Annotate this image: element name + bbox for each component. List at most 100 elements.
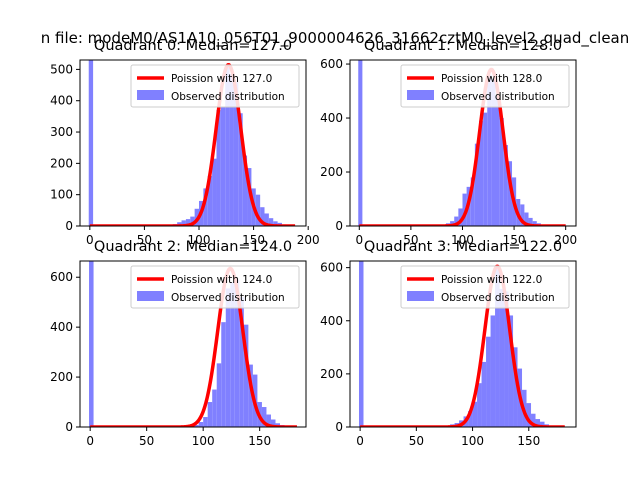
histogram-bar	[203, 417, 208, 427]
y-tick-label: 500	[50, 62, 73, 76]
histogram-bar	[503, 145, 508, 226]
x-tick-label: 150	[517, 434, 540, 448]
histogram-bar	[487, 74, 492, 226]
histogram-bar	[207, 402, 213, 427]
poisson-curve	[358, 264, 566, 427]
histogram-bar	[478, 120, 484, 226]
y-tick-label: 400	[320, 314, 343, 328]
histogram-bar	[508, 315, 514, 427]
legend-box	[130, 64, 300, 108]
x-tick-label: 100	[192, 434, 215, 448]
histogram-bar	[535, 419, 541, 427]
histogram-bar	[450, 221, 455, 226]
histogram-bar	[239, 297, 244, 427]
x-tick-label: 50	[403, 233, 418, 247]
legend-label: Observed distribution	[441, 91, 555, 103]
x-tick-label: 200	[297, 233, 320, 247]
axes-frame	[349, 59, 577, 227]
histogram-bar	[264, 213, 269, 226]
histogram-bar	[531, 413, 536, 427]
histogram-bar	[225, 66, 230, 226]
legend-bar-swatch	[407, 291, 434, 301]
histogram-bar	[238, 113, 243, 226]
histogram-bar	[261, 407, 267, 427]
y-tick-label: 200	[320, 165, 343, 179]
legend-box	[400, 265, 570, 309]
histogram-bar	[221, 322, 226, 427]
histogram-bar	[194, 425, 199, 427]
quadrant-2-chart: 0 50 100 150 0 200 400 600 Quadrant 2: Median=12…	[50, 239, 307, 448]
histogram-bar	[198, 422, 204, 427]
histogram-bar	[495, 267, 500, 427]
x-tick-label: 50	[137, 233, 152, 247]
histogram-bar	[528, 217, 533, 226]
chart-title: Quadrant 3: Median=122.0	[364, 239, 562, 255]
axes-frame	[79, 59, 307, 227]
histogram-bar	[247, 168, 252, 226]
histogram-bar	[190, 216, 195, 226]
quadrant-1-chart: 0 50 100 150 200 0 200 400 600 Quadrant 1: Median…	[320, 38, 577, 247]
histogram-bar	[477, 383, 482, 427]
histogram-bar	[483, 112, 488, 226]
histogram-bar	[358, 60, 363, 226]
x-tick-label: 150	[503, 233, 526, 247]
histogram-bar	[243, 324, 249, 427]
quadrant-3-chart: 0 50 100 150 0 200 400 600 Quadrant 3: Median=12…	[320, 239, 577, 448]
histogram-bar	[526, 403, 532, 427]
histogram-bar	[268, 218, 274, 226]
histogram-bar	[468, 411, 473, 427]
histogram-bar	[520, 204, 525, 226]
x-tick-label: 50	[409, 434, 424, 448]
histogram-bar	[260, 207, 265, 226]
axes-frame	[349, 260, 577, 428]
histogram-bar	[495, 96, 500, 226]
x-tick-label: 100	[461, 434, 484, 448]
histogram-bar	[540, 421, 545, 427]
histogram-bar	[532, 221, 537, 226]
figure-suptitle: n file: modeM0/AS1A10_056T01_9000004626_…	[41, 29, 630, 48]
histogram-bar	[225, 288, 231, 427]
histogram-bar	[207, 175, 213, 226]
y-tick-label: 400	[320, 111, 343, 125]
legend-label: Poission with 122.0	[441, 274, 542, 286]
histogram-bar	[216, 110, 221, 226]
legend-box	[130, 265, 300, 309]
histogram-bar	[462, 193, 467, 226]
histogram-bar	[470, 177, 475, 226]
histogram-bar	[486, 336, 491, 427]
histogram-bar	[270, 419, 276, 427]
x-tick-label: 150	[242, 233, 265, 247]
y-tick-label: 400	[50, 94, 73, 108]
histogram-bar	[203, 188, 208, 226]
chart-title: Quadrant 2: Median=124.0	[94, 239, 292, 255]
histogram-bar	[212, 158, 217, 226]
legend-label: Observed distribution	[171, 292, 285, 304]
x-tick-label: 0	[355, 233, 363, 247]
histogram-bar	[230, 282, 235, 427]
histogram-bar	[458, 208, 463, 226]
x-tick-label: 50	[139, 434, 154, 448]
histogram-bar	[216, 363, 222, 427]
y-tick-label: 0	[335, 219, 343, 233]
legend-bar-swatch	[137, 291, 164, 301]
legend-bar-swatch	[407, 90, 434, 100]
histogram-bar	[185, 219, 191, 226]
legend-label: Poission with 124.0	[171, 274, 272, 286]
legend-label: Observed distribution	[171, 91, 285, 103]
legend-label: Poission with 127.0	[171, 73, 272, 85]
histogram-bar	[255, 194, 261, 226]
x-tick-label: 100	[451, 233, 474, 247]
histogram-bar	[273, 221, 278, 226]
y-tick-label: 600	[50, 270, 73, 284]
x-tick-label: 200	[554, 233, 577, 247]
histogram-bar	[474, 143, 479, 226]
poisson-curve	[88, 266, 299, 427]
y-tick-label: 200	[320, 367, 343, 381]
histogram-bar	[454, 216, 459, 226]
histogram-bar	[242, 155, 248, 226]
legend-box	[400, 64, 570, 108]
y-tick-label: 100	[50, 188, 73, 202]
histogram-bar	[507, 161, 513, 226]
histogram-bar	[513, 347, 518, 427]
